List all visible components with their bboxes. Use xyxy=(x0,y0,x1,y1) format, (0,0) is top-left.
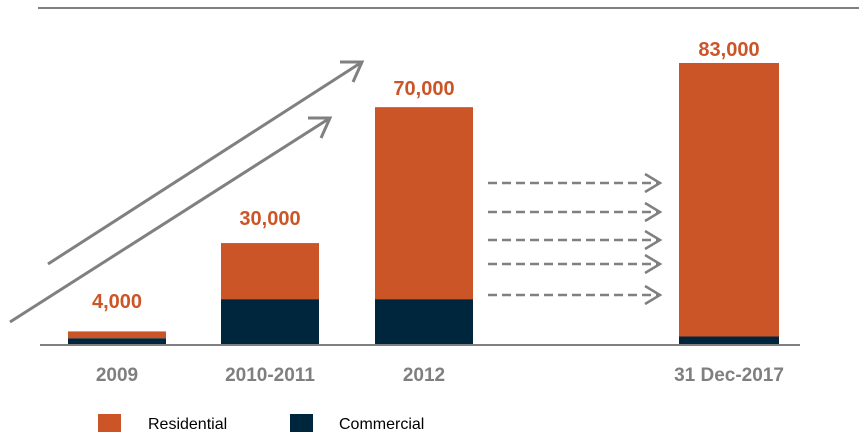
legend-swatch-commercial xyxy=(290,414,313,432)
x-tick-label: 31 Dec-2017 xyxy=(674,365,784,386)
total-label: 70,000 xyxy=(393,78,454,100)
projection-arrow-head xyxy=(644,201,663,223)
projection-arrows xyxy=(488,172,663,306)
bar-residential-2 xyxy=(375,107,473,300)
x-axis-labels: 2009 2010-2011 2012 31 Dec-2017 xyxy=(96,365,784,386)
growth-arrow-lower xyxy=(9,116,331,324)
legend: Residential Commercial xyxy=(98,414,424,432)
growth-arrow-lower-head xyxy=(308,116,333,139)
bar-commercial-1 xyxy=(221,299,319,345)
bar-commercial-2 xyxy=(375,299,473,345)
total-label: 4,000 xyxy=(92,291,142,313)
bar-residential-1 xyxy=(221,243,319,300)
bar-commercial-0 xyxy=(68,338,166,345)
projection-arrow-head xyxy=(644,253,663,275)
data-labels: 4,000 30,000 70,000 83,000 xyxy=(92,39,760,313)
growth-arrows xyxy=(9,60,365,324)
bar-residential-0 xyxy=(68,331,166,339)
bar-commercial-3 xyxy=(679,336,779,345)
x-tick-label: 2012 xyxy=(403,365,445,386)
x-tick-label: 2009 xyxy=(96,365,138,386)
bar-residential-3 xyxy=(679,63,779,337)
total-label: 83,000 xyxy=(698,39,759,61)
legend-swatch-residential xyxy=(98,414,121,432)
legend-label-commercial: Commercial xyxy=(339,416,424,432)
bar-group xyxy=(68,63,779,345)
growth-arrow-upper xyxy=(47,60,363,266)
total-label: 30,000 xyxy=(239,208,300,230)
projection-arrow-head xyxy=(644,284,663,306)
growth-arrow-upper-head xyxy=(340,60,365,83)
x-tick-label: 2010-2011 xyxy=(225,365,315,386)
projection-arrow-head xyxy=(644,172,663,194)
projection-arrow-head xyxy=(644,229,663,251)
legend-label-residential: Residential xyxy=(148,416,227,432)
